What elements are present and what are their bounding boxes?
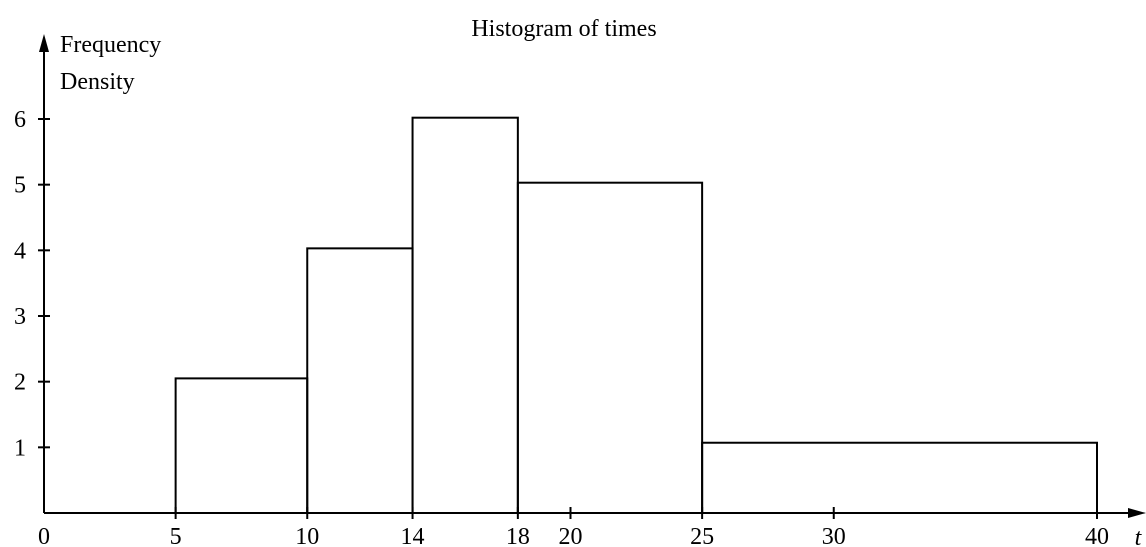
y-tick-label-2: 2	[14, 370, 26, 396]
x-tick-label-5: 18	[506, 524, 530, 547]
x-tick-label-3: 10	[295, 524, 319, 547]
x-tick-label-8: 30	[822, 524, 846, 547]
y-tick-label-4: 4	[14, 238, 26, 264]
x-tick-label-7: 25	[690, 524, 714, 547]
y-tick-label-5: 5	[14, 173, 26, 199]
x-tick-label-1: 0	[38, 524, 50, 547]
histogram-bar-4	[516, 181, 704, 515]
histogram-bar-3	[411, 116, 519, 514]
x-tick-label-4: 14	[401, 524, 425, 547]
y-axis-label-line2: Density	[60, 69, 135, 95]
chart-title: Histogram of times	[471, 16, 656, 42]
histogram-bar-2	[306, 247, 414, 514]
x-tick-label-6: 20	[559, 524, 583, 547]
y-tick-label-1: 1	[14, 435, 26, 461]
x-tick-label-9: 40	[1085, 524, 1109, 547]
histogram-bar-5	[701, 441, 1098, 514]
y-tick-label-3: 3	[14, 304, 26, 330]
histogram-bar-1	[174, 377, 309, 514]
y-tick-label-6: 6	[14, 107, 26, 133]
x-axis-label: t	[1135, 525, 1143, 547]
y-axis-label-line1: Frequency	[60, 32, 161, 58]
x-tick-label-2: 5	[170, 524, 182, 547]
x-axis-arrow	[1128, 508, 1146, 518]
y-axis-arrow	[39, 34, 49, 52]
